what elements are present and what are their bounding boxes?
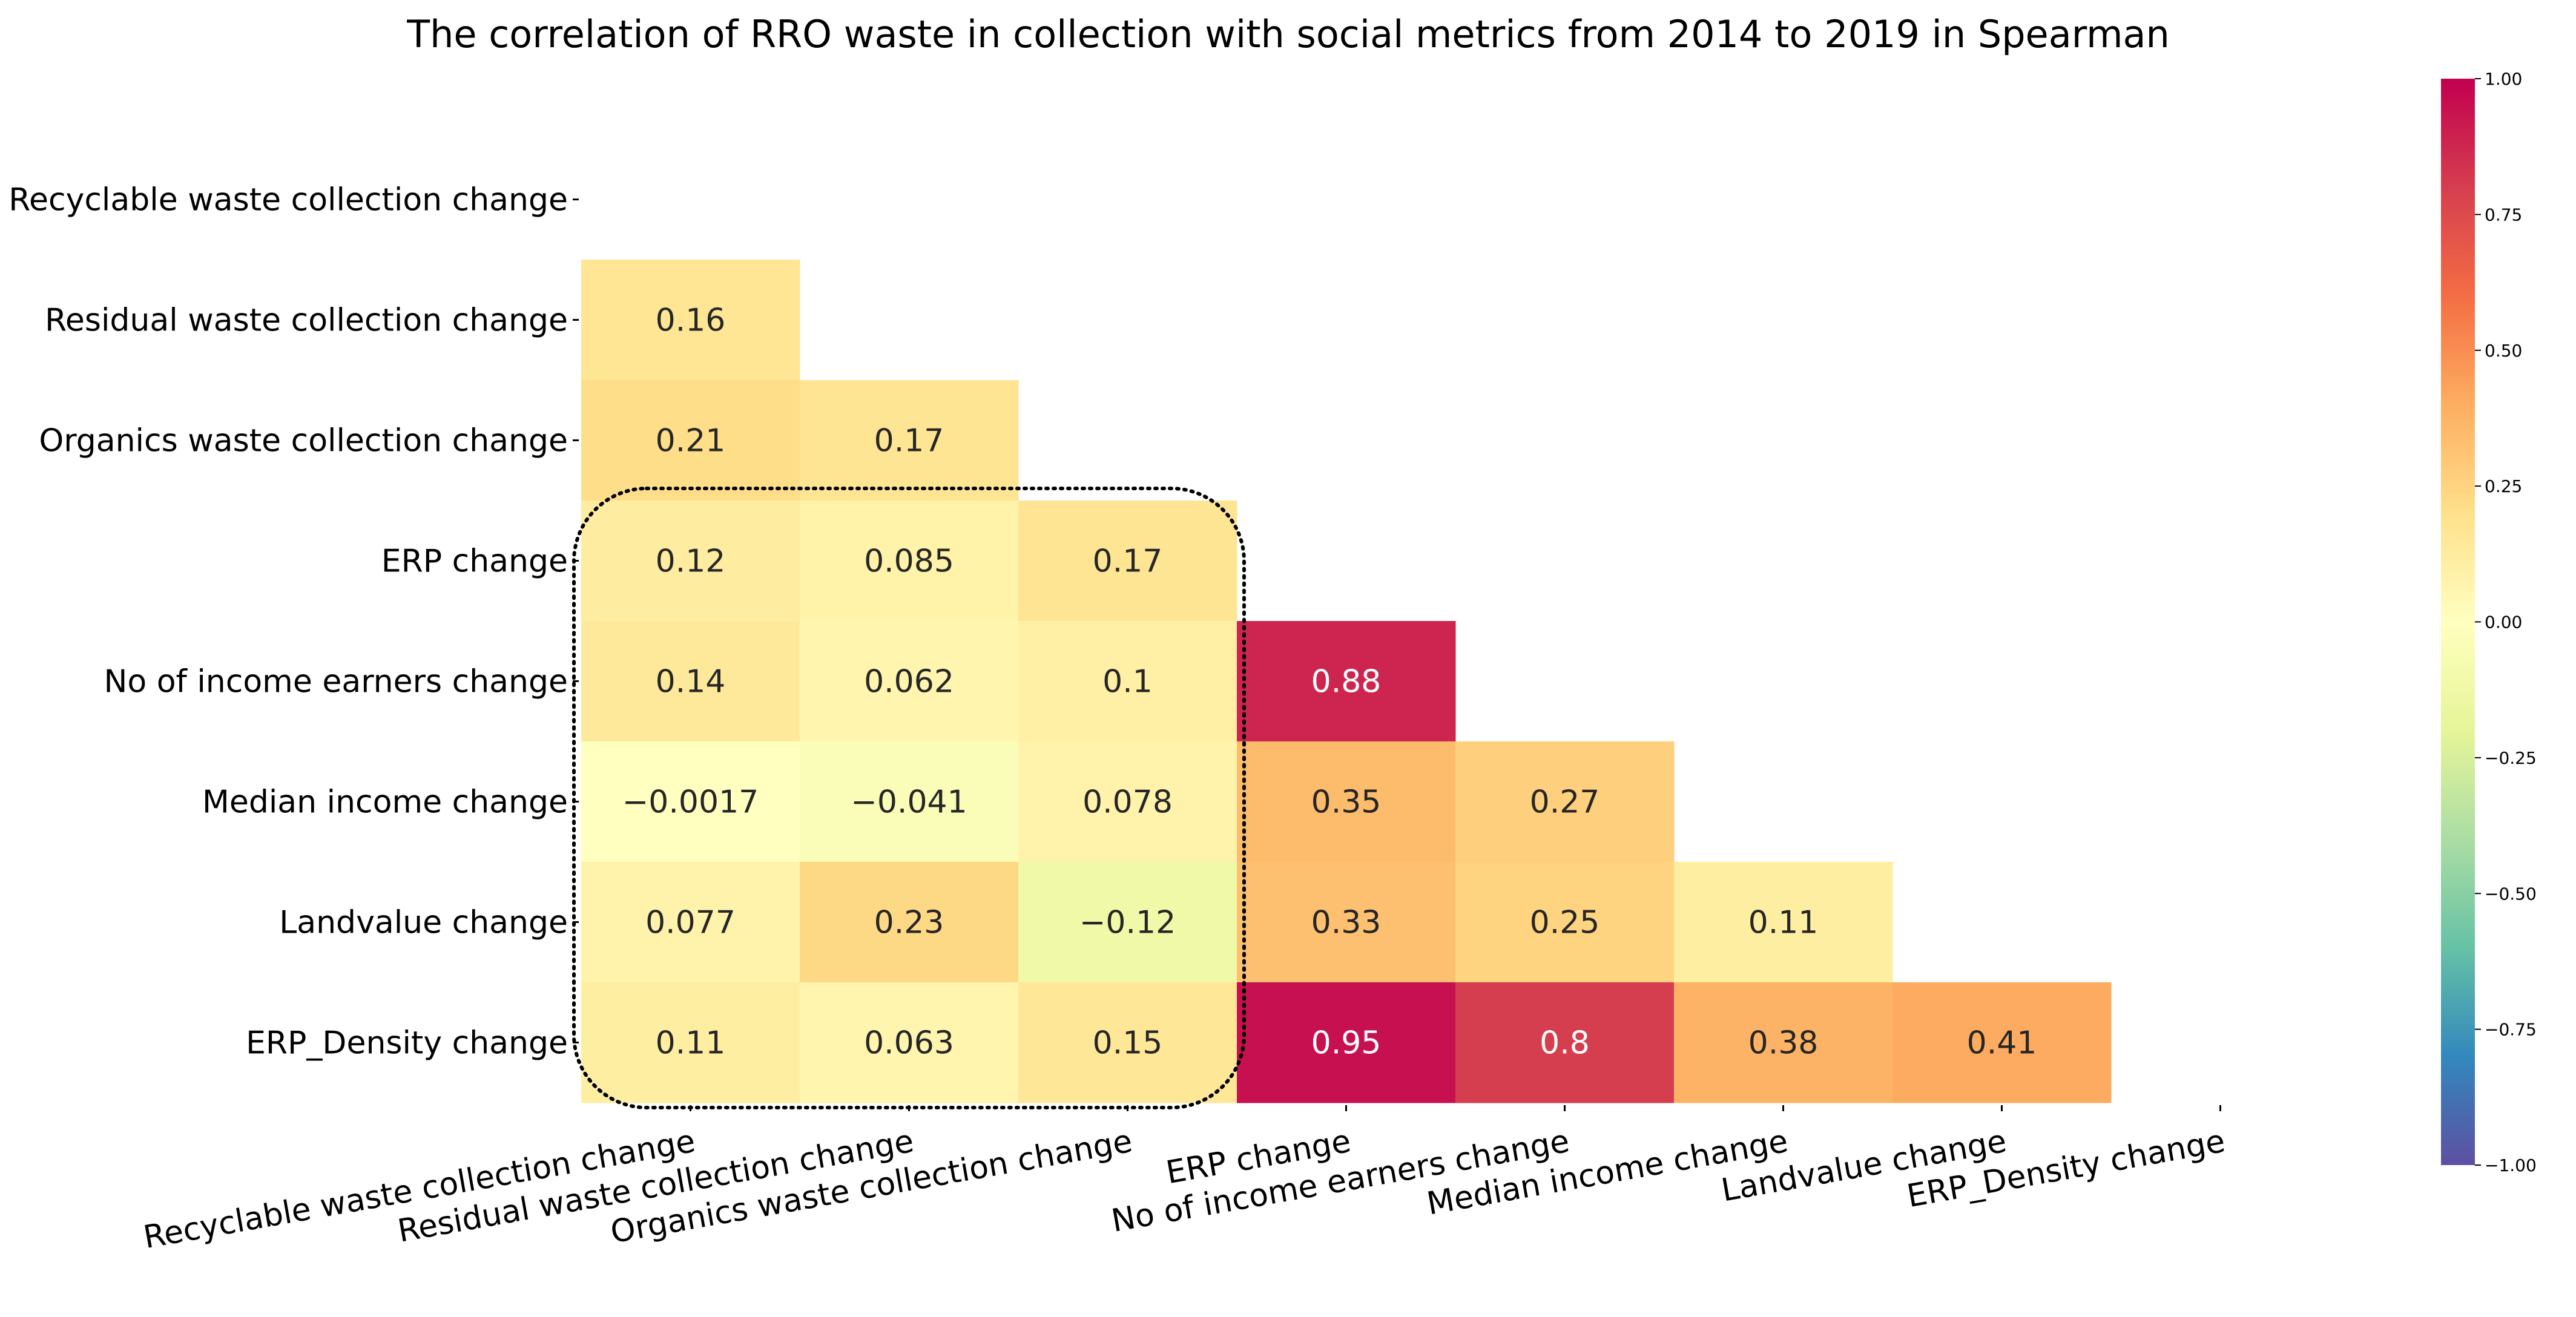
heatmap-cell: [581, 380, 800, 501]
highlight-layer: [572, 487, 1246, 1109]
heatmap-cell: [581, 621, 800, 742]
cell-value-label: 0.12: [656, 544, 726, 580]
colorbar-tick-label: 0.75: [2485, 205, 2522, 225]
cell-value-label: 0.063: [864, 1025, 954, 1062]
heatmap-cell: [1674, 862, 1893, 983]
y-tick-label: Recyclable waste collection change: [8, 182, 568, 218]
heatmap-cell: [1018, 741, 1237, 862]
cell-value-label: 0.1: [1102, 664, 1153, 700]
heatmap-cell: [800, 862, 1019, 983]
heatmap-cell: [1892, 982, 2112, 1103]
heatmap-cell: [581, 862, 800, 983]
chart-title: The correlation of RRO waste in collecti…: [406, 12, 2170, 56]
heatmap-cell: [1455, 982, 1675, 1103]
colorbar-tick-label: −1.00: [2485, 1155, 2537, 1175]
y-tick-label: Median income change: [202, 784, 568, 821]
colorbar-tick-label: 0.00: [2485, 613, 2522, 632]
heatmap-cell: [1455, 741, 1675, 862]
heatmap-cell: [1018, 862, 1237, 983]
cell-value-label: 0.95: [1311, 1025, 1382, 1062]
cell-value-label: 0.27: [1530, 784, 1600, 821]
y-tick-label: No of income earners change: [104, 664, 568, 700]
y-tick-label: Organics waste collection change: [39, 423, 568, 459]
heatmap-cell: [581, 260, 800, 381]
y-tick-label: Landvalue change: [279, 905, 568, 941]
cell-value-label: −0.041: [851, 784, 967, 821]
colorbar-tick-label: 0.25: [2485, 476, 2522, 496]
cell-value-label: 0.062: [864, 664, 954, 700]
heatmap-cell: [1237, 862, 1456, 983]
heatmap-cell: [1237, 621, 1456, 742]
cells-layer: 0.16 0.21 0.17 0.12 0.085 0.17 0.14 0.062 0.1 0.8…: [581, 260, 2112, 1103]
heatmap-cell: [800, 501, 1019, 622]
cell-value-label: 0.35: [1311, 784, 1382, 821]
heatmap-cell: [800, 982, 1019, 1103]
colorbar-gradient: [2441, 79, 2475, 1165]
x-tick-labels: Recyclable waste collection changeResidu…: [141, 1105, 2228, 1256]
cell-value-label: 0.15: [1093, 1025, 1163, 1062]
cell-value-label: −0.12: [1079, 905, 1176, 941]
heatmap-cell: [1237, 982, 1456, 1103]
heatmap-cell: [1018, 501, 1237, 622]
heatmap-cell: [581, 741, 800, 862]
cell-value-label: 0.077: [645, 905, 736, 941]
highlight-region: [572, 487, 1246, 1109]
cell-value-label: 0.11: [1748, 905, 1819, 941]
heatmap-cell: [581, 501, 800, 622]
heatmap-cell: [1455, 862, 1675, 983]
y-tick-label: Residual waste collection change: [45, 303, 568, 339]
colorbar-tick-label: −0.75: [2485, 1020, 2537, 1040]
heatmap-cell: [800, 741, 1019, 862]
cell-value-label: 0.14: [656, 664, 726, 700]
heatmap-cell: [581, 982, 800, 1103]
cell-value-label: 0.21: [656, 423, 726, 459]
y-tick-label: ERP_Density change: [246, 1025, 568, 1062]
cell-value-label: −0.0017: [622, 784, 759, 821]
cell-value-label: 0.17: [1093, 544, 1163, 580]
heatmap-cell: [800, 380, 1019, 501]
heatmap-cell: [1237, 741, 1456, 862]
cell-value-label: 0.25: [1530, 905, 1600, 941]
heatmap-cell: [1018, 621, 1237, 742]
cell-value-label: 0.23: [874, 905, 944, 941]
colorbar-tick-label: 1.00: [2485, 69, 2522, 89]
colorbar-tick-label: 0.50: [2485, 341, 2522, 361]
cell-value-label: 0.16: [656, 303, 726, 339]
y-tick-label: ERP change: [381, 544, 568, 580]
colorbar-tick-label: −0.50: [2485, 884, 2537, 904]
cell-value-label: 0.11: [656, 1025, 726, 1062]
heatmap-cell: [1018, 982, 1237, 1103]
heatmap-cell: [1674, 982, 1893, 1103]
colorbar-tick-label: −0.25: [2485, 748, 2537, 768]
colorbar: 1.00 0.75 0.50 0.25 0.00 −0.25 −0.50 −0.75 −1.00: [2441, 69, 2537, 1175]
cell-value-label: 0.078: [1082, 784, 1173, 821]
cell-value-label: 0.41: [1967, 1025, 2037, 1062]
cell-value-label: 0.88: [1311, 664, 1382, 700]
heatmap-cell: [800, 621, 1019, 742]
cell-value-label: 0.085: [864, 544, 954, 580]
cell-value-label: 0.38: [1748, 1025, 1819, 1062]
y-tick-labels: Recyclable waste collection change Residu…: [8, 182, 579, 1062]
cell-value-label: 0.33: [1311, 905, 1382, 941]
cell-value-label: 0.8: [1540, 1025, 1590, 1062]
cell-value-label: 0.17: [874, 423, 944, 459]
